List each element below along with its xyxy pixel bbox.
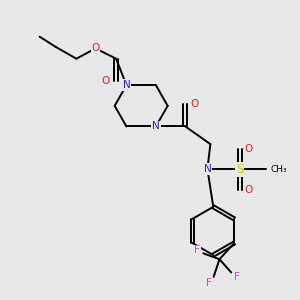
Text: O: O (190, 99, 198, 110)
Text: O: O (244, 185, 253, 195)
Text: N: N (203, 164, 211, 174)
Text: O: O (102, 76, 110, 86)
Text: CH₃: CH₃ (270, 165, 287, 174)
Text: F: F (234, 272, 240, 282)
Text: N: N (123, 80, 130, 90)
Text: O: O (92, 44, 100, 53)
Text: F: F (206, 278, 212, 288)
Text: S: S (236, 163, 244, 176)
Text: N: N (152, 122, 160, 131)
Text: O: O (244, 143, 253, 154)
Text: F: F (194, 245, 200, 255)
